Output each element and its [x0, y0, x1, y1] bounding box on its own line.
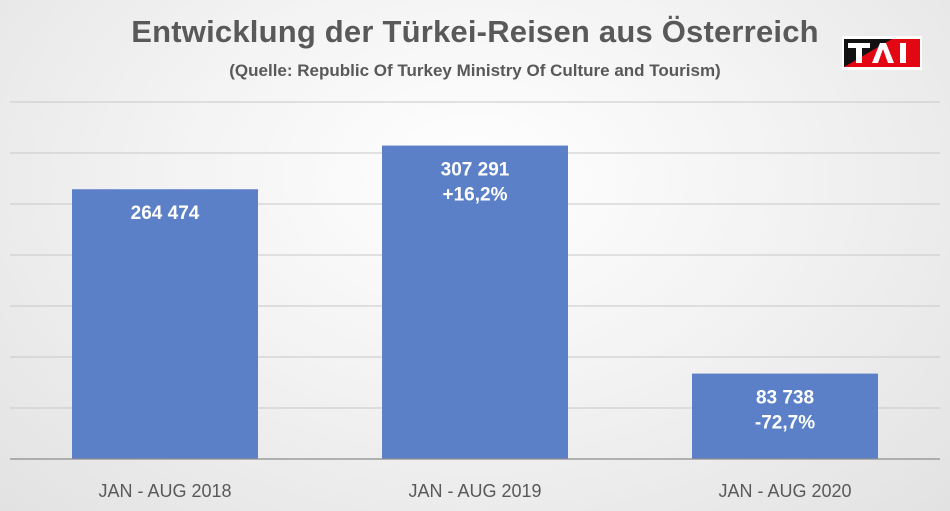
x-tick-label: JAN - AUG 2018	[98, 481, 231, 501]
bar	[692, 373, 878, 459]
bar	[72, 189, 258, 460]
data-label: 83 738	[756, 388, 814, 409]
data-label: 307 291	[441, 160, 510, 181]
x-tick-label: JAN - AUG 2020	[718, 481, 851, 501]
bar	[382, 145, 568, 460]
data-label: +16,2%	[443, 185, 508, 206]
data-label: -72,7%	[755, 413, 815, 434]
chart-title: Entwicklung der Türkei-Reisen aus Österr…	[131, 14, 819, 49]
x-tick-label: JAN - AUG 2019	[408, 481, 541, 501]
data-label: 264 474	[131, 203, 200, 224]
chart-subtitle: (Quelle: Republic Of Turkey Ministry Of …	[229, 61, 721, 80]
tai-logo	[842, 36, 922, 70]
